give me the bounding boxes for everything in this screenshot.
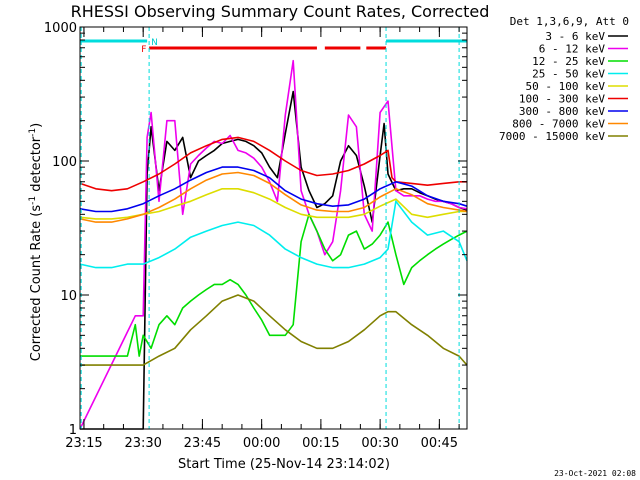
legend-label: 7000 - 15000 keV bbox=[499, 130, 605, 143]
series-line-2 bbox=[80, 213, 468, 357]
y-tick-label: 100 bbox=[52, 155, 77, 170]
chart-title: RHESSI Observing Summary Count Rates, Co… bbox=[71, 2, 490, 21]
series-line-1 bbox=[79, 59, 468, 430]
legend-label: 25 - 50 keV bbox=[532, 68, 605, 81]
y-tick-label: 1000 bbox=[44, 21, 77, 36]
series-line-8 bbox=[80, 294, 468, 366]
legend-label: 12 - 25 keV bbox=[532, 55, 605, 68]
series-line-3 bbox=[79, 200, 468, 269]
plot-frame bbox=[79, 26, 468, 430]
x-tick-label: 23:45 bbox=[184, 436, 221, 451]
axes: 1 10 100 1000 23:15 23:30 23:45 00:00 00:15 00:30… bbox=[44, 21, 468, 451]
series-line-5 bbox=[79, 136, 467, 192]
series-line-7 bbox=[79, 171, 468, 223]
series-line-0 bbox=[80, 90, 468, 430]
legend-label: 3 - 6 keV bbox=[545, 30, 605, 43]
y-tick-label: 1 bbox=[69, 423, 77, 438]
x-tick-label: 00:45 bbox=[421, 436, 458, 451]
legend-label: 100 - 300 keV bbox=[519, 93, 605, 106]
legend-label: 300 - 800 keV bbox=[519, 105, 605, 118]
x-tick-label: 00:15 bbox=[302, 436, 339, 451]
series-line-6 bbox=[79, 166, 468, 213]
x-tick-label: 23:15 bbox=[65, 436, 102, 451]
x-axis-label: Start Time (25-Nov-14 23:14:02) bbox=[178, 457, 390, 472]
legend-label: 6 - 12 keV bbox=[539, 43, 606, 56]
x-tick-label: 00:00 bbox=[243, 436, 280, 451]
x-tick-label: 23:30 bbox=[124, 436, 161, 451]
y-axis-label: Corrected Count Rate (s-1 detector-1) bbox=[28, 123, 44, 361]
plot-area: NF bbox=[79, 27, 468, 430]
flare-flag-label: F bbox=[141, 45, 146, 55]
timestamp-footer: 23-Oct-2021 02:08 bbox=[554, 469, 636, 478]
x-tick-label: 00:30 bbox=[361, 436, 398, 451]
y-tick-label: 10 bbox=[60, 289, 77, 304]
legend-label: 50 - 100 keV bbox=[526, 80, 606, 93]
night-flag-label: N bbox=[151, 38, 158, 48]
legend-label: 800 - 7000 keV bbox=[512, 118, 605, 131]
legend-header: Det 1,3,6,9, Att 0 bbox=[510, 15, 629, 28]
